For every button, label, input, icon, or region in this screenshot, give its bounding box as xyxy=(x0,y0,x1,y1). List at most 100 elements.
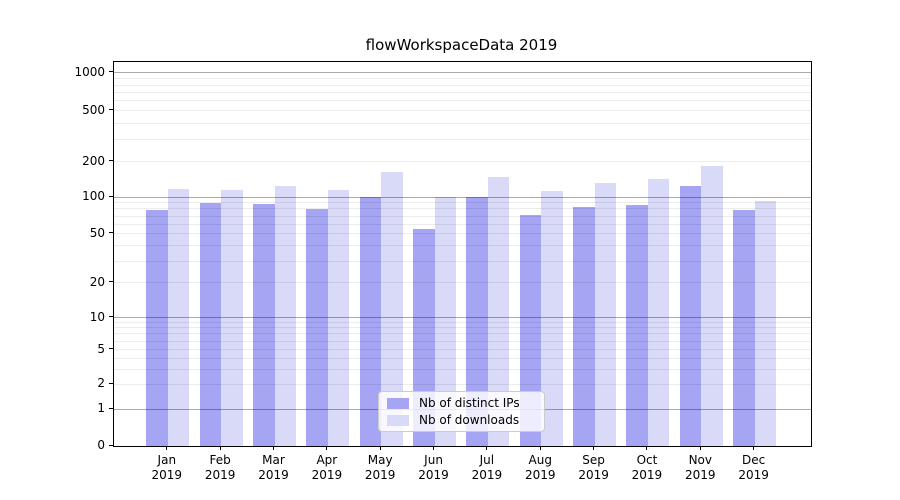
bar-distinct-ips xyxy=(733,209,755,446)
y-tick-mark xyxy=(109,382,113,384)
bar-downloads xyxy=(381,171,403,446)
y-axis-tick-label: 500 xyxy=(82,102,105,117)
bar-distinct-ips xyxy=(626,205,648,446)
x-axis-tick-label: Feb 2019 xyxy=(190,453,250,483)
grid-line-major xyxy=(114,317,811,318)
grid-line-minor xyxy=(114,383,811,385)
x-tick-year: 2019 xyxy=(418,468,449,482)
x-tick-month: Dec xyxy=(742,453,766,467)
bar-distinct-ips xyxy=(253,204,275,446)
y-tick-mark xyxy=(109,232,113,234)
legend-label: Nb of downloads xyxy=(419,413,520,427)
bar-downloads xyxy=(434,197,457,446)
bar-downloads xyxy=(274,186,296,446)
bar-distinct-ips xyxy=(519,214,542,446)
y-tick-mark xyxy=(109,348,113,349)
bar-downloads xyxy=(647,179,670,446)
y-axis-tick-label: 20 xyxy=(89,274,105,289)
bar-distinct-ips xyxy=(359,197,382,446)
x-tick-month: Sep xyxy=(582,453,605,467)
y-tick-mark xyxy=(109,407,113,409)
x-axis-tick-label: Sep 2019 xyxy=(564,453,624,483)
x-tick-year: 2019 xyxy=(578,468,609,482)
y-axis-tick-label: 1 xyxy=(97,401,105,416)
y-tick-mark xyxy=(109,316,113,317)
y-axis-tick-label: 200 xyxy=(82,153,105,168)
bar-downloads xyxy=(701,165,723,446)
grid-line-minor xyxy=(114,321,811,323)
y-tick-mark xyxy=(109,109,113,111)
y-tick-mark xyxy=(109,281,113,283)
x-tick-mark xyxy=(433,446,435,450)
x-tick-month: Mar xyxy=(262,453,285,467)
x-tick-mark xyxy=(379,446,381,450)
x-tick-mark xyxy=(486,446,488,450)
y-axis-tick-label: 5 xyxy=(97,341,105,356)
y-axis-tick-label: 1000 xyxy=(74,64,105,79)
legend: Nb of distinct IPs Nb of downloads xyxy=(378,391,545,432)
grid-line-minor xyxy=(114,349,811,350)
x-tick-month: Oct xyxy=(636,453,658,467)
grid-line-minor xyxy=(114,260,811,262)
chart-title: flowWorkspaceData 2019 xyxy=(365,36,558,54)
bar-downloads xyxy=(487,176,510,446)
grid-line-minor xyxy=(114,357,811,359)
x-tick-year: 2019 xyxy=(311,468,343,482)
x-tick-year: 2019 xyxy=(258,468,289,482)
x-axis-tick-label: Mar 2019 xyxy=(244,453,304,483)
x-tick-year: 2019 xyxy=(151,468,183,482)
x-axis-tick-label: Oct 2019 xyxy=(617,453,677,483)
x-tick-mark xyxy=(646,446,648,450)
grid-line-minor xyxy=(114,208,811,210)
legend-label: Nb of distinct IPs xyxy=(419,396,520,410)
y-axis-tick-label: 10 xyxy=(89,309,105,324)
x-tick-month: Aug xyxy=(528,453,552,467)
grid-line-minor xyxy=(114,327,811,329)
x-tick-month: Jan xyxy=(157,453,177,467)
x-tick-month: May xyxy=(367,453,393,467)
x-tick-mark xyxy=(539,446,541,450)
grid-line-minor xyxy=(114,215,811,217)
x-tick-year: 2019 xyxy=(204,468,236,482)
x-tick-mark xyxy=(753,446,755,450)
grid-line-minor xyxy=(114,333,811,335)
x-tick-year: 2019 xyxy=(685,468,716,482)
grid-line-major xyxy=(114,72,811,74)
grid-line-major xyxy=(114,196,811,198)
x-axis-tick-label: Dec 2019 xyxy=(724,453,784,483)
x-tick-year: 2019 xyxy=(738,468,769,482)
legend-swatch xyxy=(387,397,409,409)
x-tick-year: 2019 xyxy=(364,468,396,482)
bar-downloads xyxy=(541,190,563,446)
x-axis-tick-label: Jan 2019 xyxy=(137,453,197,483)
bar-downloads xyxy=(754,201,777,446)
bar-downloads xyxy=(327,189,350,446)
x-tick-year: 2019 xyxy=(631,468,663,482)
grid-line-minor xyxy=(114,110,811,112)
bar-distinct-ips xyxy=(306,208,328,446)
x-axis-tick-label: Nov 2019 xyxy=(670,453,730,483)
grid-line-minor xyxy=(114,84,811,86)
y-tick-mark xyxy=(109,71,113,73)
bar-distinct-ips xyxy=(466,197,488,446)
grid-line-minor xyxy=(114,233,811,235)
x-tick-month: Nov xyxy=(688,453,712,467)
x-axis-tick-label: Jul 2019 xyxy=(457,453,517,483)
bar-distinct-ips xyxy=(199,202,222,446)
bar-downloads xyxy=(594,183,617,446)
x-tick-mark xyxy=(166,446,168,450)
x-tick-mark xyxy=(593,446,595,450)
legend-item: Nb of distinct IPs xyxy=(387,396,536,410)
x-tick-month: Jun xyxy=(424,453,443,467)
x-axis-tick-label: May 2019 xyxy=(350,453,410,483)
x-tick-month: Apr xyxy=(316,453,338,467)
x-tick-mark xyxy=(273,446,274,450)
bar-distinct-ips xyxy=(146,210,168,446)
x-tick-month: Jul xyxy=(479,453,495,467)
bar-downloads xyxy=(167,189,190,446)
bar-distinct-ips xyxy=(679,185,702,446)
x-tick-mark xyxy=(326,446,328,450)
y-axis-tick-label: 100 xyxy=(82,189,105,203)
grid-line-minor xyxy=(114,122,811,124)
y-tick-mark xyxy=(109,195,113,197)
